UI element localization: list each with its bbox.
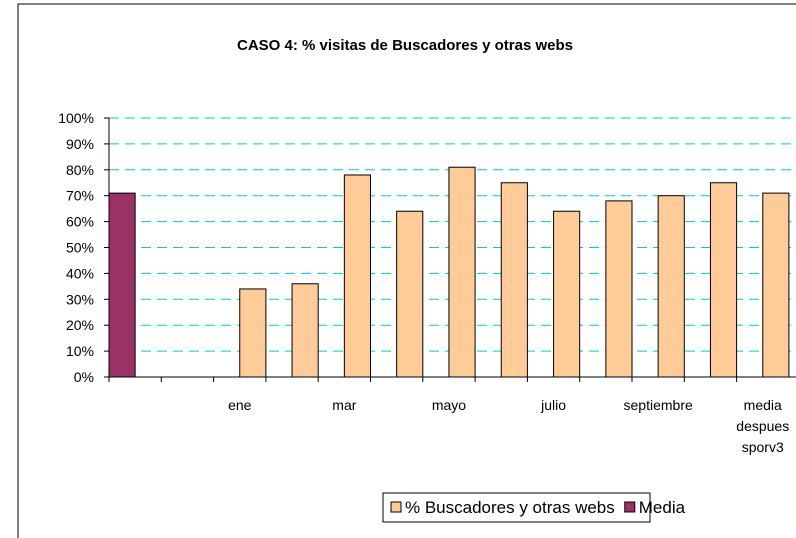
bar <box>657 195 685 378</box>
bar <box>553 210 581 378</box>
y-tick-label: 0% <box>74 369 94 385</box>
y-tick-label: 40% <box>66 265 94 281</box>
y-tick-label: 100% <box>58 110 94 126</box>
x-tick-label: mar <box>332 397 356 413</box>
bar <box>239 288 267 378</box>
y-tick-label: 80% <box>66 162 94 178</box>
bar <box>108 192 136 378</box>
bar <box>448 166 476 378</box>
x-tick-label: mayo <box>432 397 466 413</box>
y-tick-label: 50% <box>66 240 94 256</box>
bar <box>709 182 738 378</box>
legend-swatch <box>624 501 636 513</box>
chart-title: CASO 4: % visitas de Buscadores y otras … <box>237 37 573 54</box>
y-tick-label: 30% <box>66 291 94 307</box>
bar <box>500 182 528 378</box>
x-tick-label: septiembre <box>624 397 693 413</box>
legend-box <box>382 492 651 523</box>
x-tick-label: ene <box>228 397 252 413</box>
bar <box>605 200 633 378</box>
x-tick-label: julio <box>540 397 566 413</box>
bar <box>291 283 319 378</box>
bar <box>396 210 424 378</box>
y-tick-label: 90% <box>66 136 94 152</box>
legend-label: % Buscadores y otras webs <box>405 498 615 517</box>
y-tick-label: 10% <box>66 343 94 359</box>
bar <box>762 192 790 378</box>
legend-label: Media <box>639 498 686 517</box>
y-tick-label: 60% <box>66 214 94 230</box>
y-tick-label: 20% <box>66 317 94 333</box>
bar <box>343 174 372 378</box>
x-tick-label: media despues sporv3 <box>736 397 789 455</box>
legend-swatch <box>390 501 402 513</box>
y-tick-label: 70% <box>66 188 94 204</box>
